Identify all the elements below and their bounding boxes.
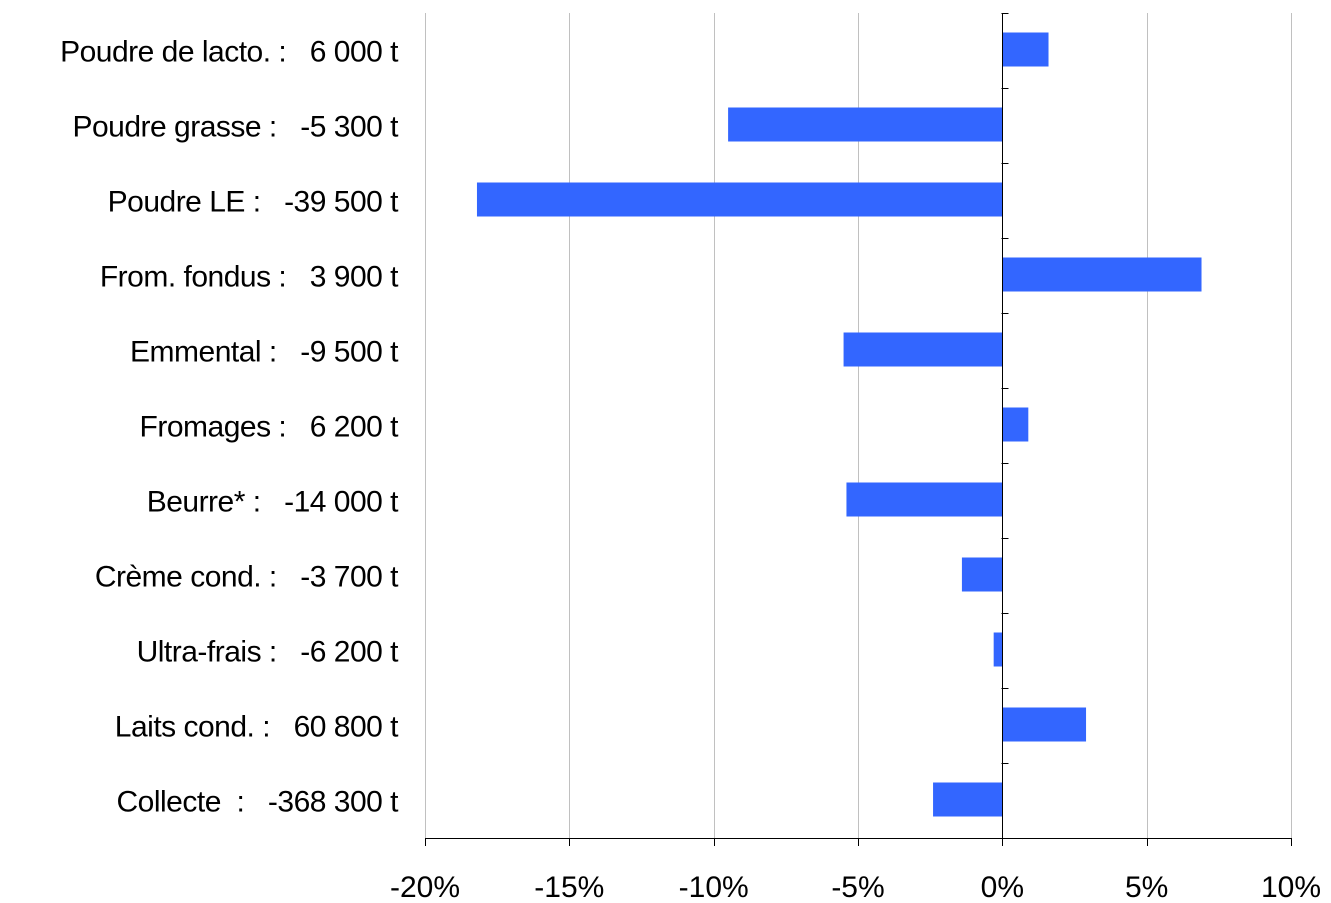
bar (961, 557, 1003, 592)
axes (425, 13, 1292, 846)
x-tick-label: 10% (1261, 871, 1321, 903)
category-label: Poudre grasse : -5 300 t (72, 111, 399, 144)
x-tick-label: -5% (831, 871, 884, 903)
category-label: Collecte : -368 300 t (117, 786, 400, 819)
category-label: Ultra-frais : -6 200 t (137, 636, 400, 669)
x-tick-label: -10% (679, 871, 749, 903)
gridlines (425, 13, 1292, 838)
bars (476, 32, 1202, 817)
category-label: Beurre* : -14 000 t (147, 486, 399, 519)
bar (1002, 407, 1029, 442)
bar (1002, 257, 1202, 292)
x-tick-label: 5% (1125, 871, 1168, 903)
bar (728, 107, 1003, 142)
x-tick-label: -15% (534, 871, 604, 903)
bar (846, 482, 1003, 517)
bar (476, 182, 1003, 217)
category-label: Crème cond. : -3 700 t (95, 561, 399, 594)
x-tick-label: 0% (981, 871, 1024, 903)
bar (1002, 707, 1087, 742)
category-label: Fromages : 6 200 t (140, 411, 400, 444)
category-label: Laits cond. : 60 800 t (115, 711, 399, 744)
bar (993, 632, 1003, 667)
category-label: Emmental : -9 500 t (130, 336, 399, 369)
x-tick-label: -20% (390, 871, 460, 903)
category-label: Poudre de lacto. : 6 000 t (60, 36, 399, 69)
category-labels: Poudre de lacto. : 6 000 t Poudre grasse … (60, 36, 400, 819)
bar (843, 332, 1003, 367)
x-tick-labels: -20% -15% -10% -5% 0% 5% 10% (390, 871, 1321, 903)
category-label: From. fondus : 3 900 t (100, 261, 399, 294)
bar (933, 782, 1003, 817)
bar (1002, 32, 1049, 67)
category-label: Poudre LE : -39 500 t (108, 186, 400, 219)
